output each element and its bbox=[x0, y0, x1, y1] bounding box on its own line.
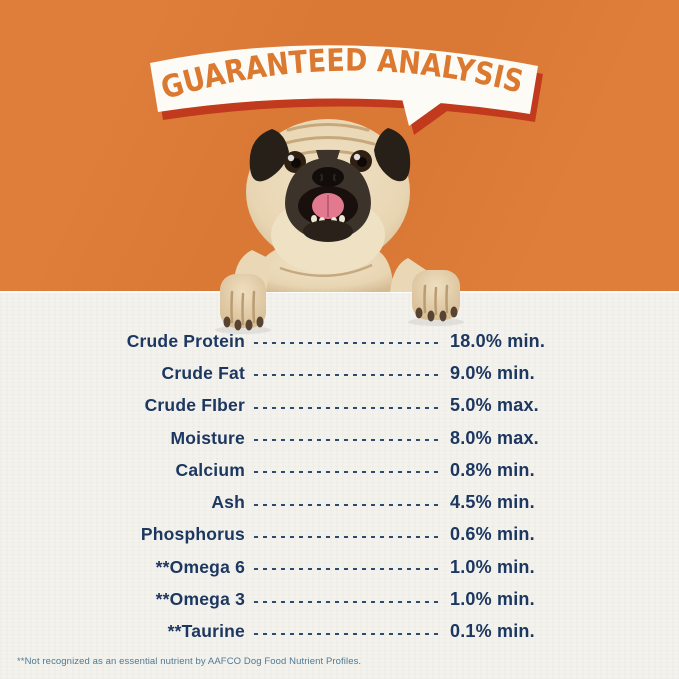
nutrient-value: 0.6% min. bbox=[450, 524, 535, 545]
pug-right-paw bbox=[408, 270, 464, 326]
nutrient-label: Phosphorus bbox=[140, 524, 245, 545]
table-row: **Taurine 0.1% min. bbox=[0, 616, 679, 648]
pug-left-ear bbox=[249, 129, 289, 182]
nutrient-value: 18.0% min. bbox=[450, 330, 546, 351]
nutrient-value: 4.5% min. bbox=[450, 492, 535, 513]
pug-dog-photo bbox=[215, 119, 464, 334]
table-row: **Omega 3 1.0% min. bbox=[0, 583, 679, 615]
table-row: Calcium 0.8% min. bbox=[0, 454, 679, 486]
nutrient-label: **Omega 3 bbox=[155, 589, 245, 610]
pug-left-paw bbox=[215, 274, 271, 334]
banner-ribbon bbox=[150, 45, 538, 126]
nutrient-value: 5.0% max. bbox=[450, 395, 539, 416]
dotted-leader bbox=[254, 632, 443, 635]
nutrient-label: **Taurine bbox=[167, 621, 245, 642]
pug-eyes bbox=[284, 150, 372, 173]
dotted-leader bbox=[254, 406, 443, 409]
table-row: Ash 4.5% min. bbox=[0, 486, 679, 518]
pug-head bbox=[246, 119, 411, 274]
table-row: Crude FIber 5.0% max. bbox=[0, 390, 679, 422]
nutrient-label: Crude FIber bbox=[144, 395, 245, 416]
nutrient-value: 1.0% min. bbox=[450, 556, 535, 577]
nutrient-label: Calcium bbox=[175, 459, 245, 480]
table-row: Crude Protein 18.0% min. bbox=[0, 325, 679, 357]
nutrient-label: Crude Fat bbox=[161, 362, 245, 383]
nutrient-label: Moisture bbox=[170, 427, 245, 448]
table-row: Phosphorus 0.6% min. bbox=[0, 519, 679, 551]
pug-right-ear bbox=[374, 128, 411, 182]
white-ledge-background bbox=[0, 291, 679, 679]
dotted-leader bbox=[254, 600, 443, 603]
nutrient-value: 9.0% min. bbox=[450, 362, 535, 383]
nutrient-label: **Omega 6 bbox=[155, 556, 245, 577]
dotted-leader bbox=[254, 342, 443, 345]
guaranteed-analysis-banner: GUARANTEED ANALYSIS bbox=[150, 43, 543, 135]
dotted-leader bbox=[254, 439, 443, 442]
nutrient-value: 0.1% min. bbox=[450, 621, 535, 642]
dotted-leader bbox=[254, 535, 443, 538]
nutrient-value: 8.0% max. bbox=[450, 427, 539, 448]
dotted-leader bbox=[254, 374, 443, 377]
nutrient-value: 0.8% min. bbox=[450, 459, 535, 480]
aafco-footnote: **Not recognized as an essential nutrien… bbox=[17, 656, 362, 667]
nutrient-label: Crude Protein bbox=[126, 330, 245, 351]
nutrient-label: Ash bbox=[211, 492, 245, 513]
pug-muzzle bbox=[285, 150, 371, 242]
guaranteed-analysis-table: Crude Protein 18.0% min. Crude Fat 9.0% … bbox=[0, 325, 679, 648]
dotted-leader bbox=[254, 471, 443, 474]
table-row: Crude Fat 9.0% min. bbox=[0, 357, 679, 389]
nutrient-value: 1.0% min. bbox=[450, 589, 535, 610]
dotted-leader bbox=[254, 503, 443, 506]
table-row: Moisture 8.0% max. bbox=[0, 422, 679, 454]
table-row: **Omega 6 1.0% min. bbox=[0, 551, 679, 583]
dotted-leader bbox=[254, 568, 443, 571]
